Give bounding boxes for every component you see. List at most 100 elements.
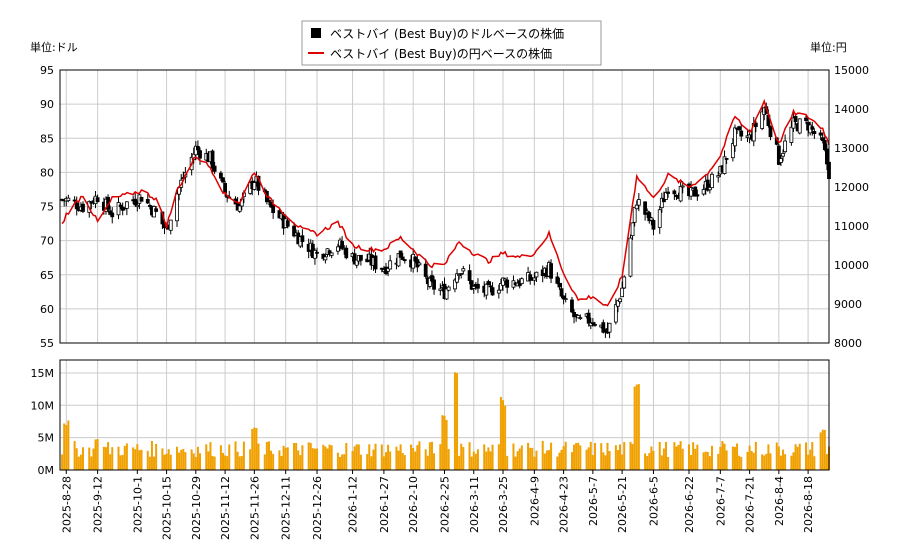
y-left-tick-label: 65: [40, 269, 54, 282]
x-tick-label: 2026-7-21: [744, 476, 757, 533]
volume-bar: [798, 443, 801, 470]
volume-bar: [769, 453, 772, 470]
candle-body: [340, 241, 345, 249]
candle-body: [398, 250, 403, 258]
volume-bar: [324, 446, 327, 470]
volume-bar: [805, 442, 808, 470]
volume-bar: [710, 445, 713, 470]
volume-bar: [284, 447, 287, 470]
volume-bar: [591, 455, 594, 470]
volume-bar: [468, 442, 471, 470]
volume-bar: [719, 446, 722, 470]
volume-bar: [761, 454, 764, 470]
volume-bar: [543, 453, 546, 470]
volume-bar: [272, 453, 275, 470]
candle-body: [219, 172, 223, 179]
y-right-tick-label: 10000: [834, 259, 869, 272]
candle-body: [81, 203, 85, 212]
volume-bar: [224, 455, 227, 470]
volume-bar: [560, 449, 563, 470]
x-tick-label: 2026-6-5: [647, 476, 660, 526]
volume-bar: [740, 457, 743, 470]
volume-bar: [763, 455, 766, 470]
volume-bar: [397, 450, 400, 470]
candle-body: [444, 288, 449, 300]
volume-bar: [752, 452, 755, 470]
x-tick-label: 2025-10-1: [131, 476, 144, 533]
y-left-tick-label: 60: [40, 303, 54, 316]
volume-bar: [472, 451, 475, 470]
candle-body: [124, 201, 129, 209]
volume-bar: [251, 429, 254, 470]
candle-body: [760, 111, 765, 129]
volume-bar: [518, 448, 521, 470]
candle-body: [680, 185, 685, 188]
candle-body: [647, 212, 652, 222]
volume-bar: [564, 441, 567, 470]
candle-body: [386, 268, 390, 272]
volume-bar: [767, 444, 770, 470]
candle-body: [693, 186, 698, 197]
candle-body: [666, 191, 670, 194]
candle-body: [674, 194, 679, 197]
candle-body: [267, 200, 271, 203]
left-axis-unit: 単位:ドル: [30, 40, 78, 54]
volume-bar: [111, 447, 114, 470]
x-tick-label: 2025-11-12: [219, 476, 232, 540]
x-tick-label: 2026-8-18: [802, 476, 815, 533]
volume-bar: [167, 449, 170, 470]
volume-bar: [387, 444, 390, 470]
candle-body: [616, 300, 620, 307]
candle-body: [292, 225, 296, 237]
y-left-tick-label: 95: [40, 64, 54, 77]
volume-bar: [213, 456, 216, 470]
volume-bar: [790, 455, 793, 470]
volume-bar: [692, 442, 695, 470]
volume-bar: [380, 444, 383, 470]
candle-body: [252, 182, 257, 190]
volume-bar: [504, 405, 507, 470]
volume-bar: [328, 444, 331, 470]
volume-bar: [401, 452, 404, 470]
candle-body: [453, 279, 457, 290]
volume-bar: [418, 441, 421, 470]
legend-swatch-dollar: [311, 28, 321, 38]
volume-bar: [777, 446, 780, 470]
volume-panel: 0M 5M 10M 15M: [31, 359, 830, 477]
volume-bar: [658, 441, 661, 470]
candle-body: [396, 253, 401, 267]
volume-bar: [520, 445, 523, 470]
candle-body: [643, 201, 648, 215]
candle-body: [781, 153, 785, 157]
volume-bar: [696, 444, 699, 470]
x-tick-label: 2025-8-28: [60, 476, 73, 533]
volume-bar: [180, 449, 183, 470]
volume-bar: [784, 454, 787, 470]
candle-body: [110, 212, 115, 218]
volume-bar: [702, 452, 705, 470]
candle-body: [630, 222, 635, 237]
volume-bar: [667, 457, 670, 470]
candle-body: [476, 283, 480, 289]
volume-bar: [746, 451, 749, 470]
volume-bar: [575, 442, 578, 470]
volume-bar: [665, 441, 668, 470]
candle-body: [768, 126, 773, 138]
x-tick-label: 2026-5-21: [616, 476, 629, 533]
x-tick-label: 2026-4-23: [558, 476, 571, 533]
candle-body: [118, 204, 123, 208]
volume-bar: [107, 442, 110, 470]
candle-body: [313, 249, 317, 259]
candle-body: [430, 275, 434, 282]
volume-bar: [265, 441, 268, 470]
volume-bar: [456, 373, 459, 470]
volume-bar: [725, 450, 728, 470]
candle-body: [636, 199, 641, 206]
volume-bar: [226, 456, 229, 470]
volume-bar: [311, 448, 314, 470]
y-left-tick-label: 85: [40, 132, 54, 145]
candle-body: [133, 198, 138, 206]
candle-body: [651, 220, 656, 230]
volume-tick-label: 5M: [38, 432, 55, 445]
volume-bar: [299, 455, 302, 470]
